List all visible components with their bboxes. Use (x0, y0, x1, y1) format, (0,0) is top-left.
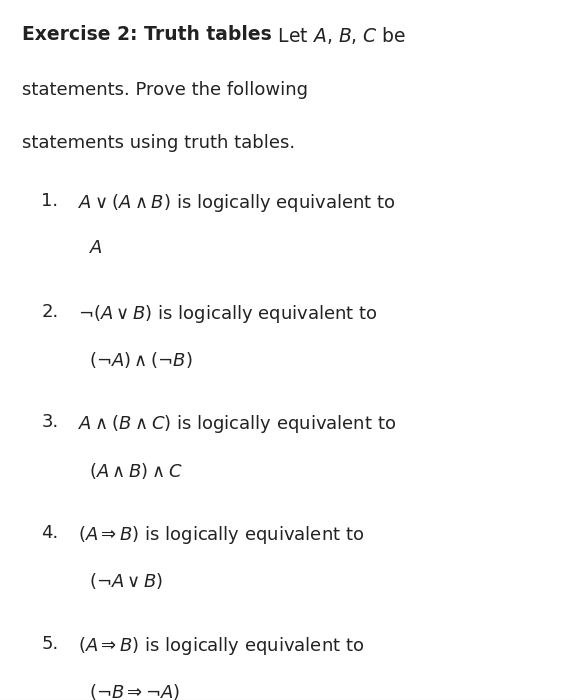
Text: $\mathit{A} \vee (\mathit{A} \wedge \mathit{B})$ is logically equivalent to: $\mathit{A} \vee (\mathit{A} \wedge \mat… (78, 192, 396, 214)
Text: $(\neg\mathit{A}) \wedge (\neg\mathit{B})$: $(\neg\mathit{A}) \wedge (\neg\mathit{B}… (89, 350, 193, 370)
Text: 4.: 4. (41, 524, 59, 542)
Text: statements using truth tables.: statements using truth tables. (22, 134, 295, 152)
Text: $\neg(\mathit{A} \vee \mathit{B})$ is logically equivalent to: $\neg(\mathit{A} \vee \mathit{B})$ is lo… (78, 302, 377, 325)
Text: statements. Prove the following: statements. Prove the following (22, 81, 308, 99)
Text: $(\mathit{A} \Rightarrow \mathit{B})$ is logically equivalent to: $(\mathit{A} \Rightarrow \mathit{B})$ is… (78, 524, 364, 546)
Text: 3.: 3. (41, 414, 59, 431)
Text: 5.: 5. (41, 635, 59, 653)
Text: $\mathit{A}$: $\mathit{A}$ (89, 239, 103, 258)
Text: 2.: 2. (41, 302, 59, 321)
Text: Exercise 2: Truth tables: Exercise 2: Truth tables (22, 25, 272, 43)
Text: $(\mathit{A} \Rightarrow \mathit{B})$ is logically equivalent to: $(\mathit{A} \Rightarrow \mathit{B})$ is… (78, 635, 364, 657)
Text: Let $\mathit{A}$, $\mathit{B}$, $\mathit{C}$ be: Let $\mathit{A}$, $\mathit{B}$, $\mathit… (272, 25, 406, 46)
Text: $(\neg\mathit{A} \vee \mathit{B})$: $(\neg\mathit{A} \vee \mathit{B})$ (89, 571, 164, 592)
Text: 1.: 1. (41, 192, 59, 210)
Text: $\mathit{A} \wedge (\mathit{B} \wedge \mathit{C})$ is logically equivalent to: $\mathit{A} \wedge (\mathit{B} \wedge \m… (78, 414, 396, 435)
Text: $(\neg\mathit{B} \Rightarrow \neg\mathit{A})$: $(\neg\mathit{B} \Rightarrow \neg\mathit… (89, 682, 181, 700)
Text: $(\mathit{A} \wedge \mathit{B}) \wedge \mathit{C}$: $(\mathit{A} \wedge \mathit{B}) \wedge \… (89, 461, 183, 481)
